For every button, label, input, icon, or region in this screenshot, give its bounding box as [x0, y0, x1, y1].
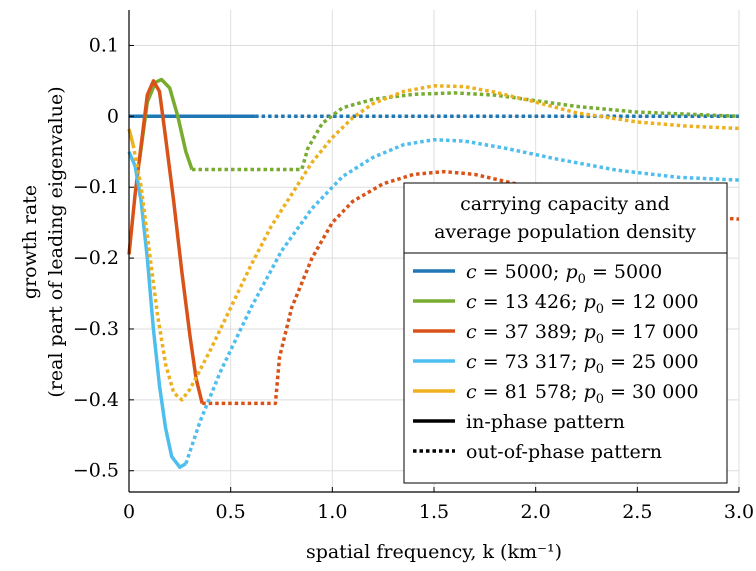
legend-entry-in-phase: in-phase pattern — [413, 411, 625, 433]
x-tick-label: 1.0 — [317, 501, 347, 523]
y-tick-label: −0.2 — [73, 247, 119, 269]
y-tick-label: −0.3 — [73, 318, 119, 340]
y-tick-label: −0.5 — [73, 460, 119, 482]
legend-label: c = 5000; p0 = 5000 — [466, 261, 662, 287]
y-tick-label: 0.1 — [89, 34, 119, 56]
y-tick-label: −0.4 — [73, 389, 119, 411]
legend-title-line2: average population density — [434, 221, 696, 243]
legend-box — [403, 182, 728, 484]
x-tick-label: 1.5 — [419, 501, 449, 523]
legend-entry-series-4: c = 73 317; p0 = 25 000 — [413, 351, 699, 377]
legend-entry-series-3: c = 37 389; p0 = 17 000 — [413, 321, 699, 347]
y-axis-label-line2: (real part of leading eigenvalue) — [45, 86, 67, 397]
series-2-in-phase-line — [137, 77, 194, 171]
legend-label: c = 81 578; p0 = 30 000 — [466, 381, 699, 407]
legend-title-line1: carrying capacity and — [460, 193, 670, 215]
legend-entry-out-of-phase: out-of-phase pattern — [413, 441, 662, 463]
legend-label: in-phase pattern — [466, 411, 625, 433]
y-axis-label-line1: growth rate — [19, 185, 41, 299]
y-tick-label: 0 — [107, 105, 119, 127]
series-5 — [127, 84, 740, 402]
x-tick-label: 3.0 — [724, 501, 754, 523]
x-tick-label: 0 — [123, 501, 135, 523]
legend-label: out-of-phase pattern — [466, 441, 662, 463]
tick-labels: 0 0.5 1.0 1.5 2.0 2.5 3.0 0.1 0 −0.1 −0.2 −0.3 −0.4 −… — [73, 34, 754, 523]
y-tick-label: −0.1 — [73, 176, 119, 198]
series-5-in-phase-line — [127, 128, 135, 146]
series-4-in-phase-line — [127, 151, 187, 469]
legend-entries: c = 5000; p0 = 5000 c = 13 426; p0 = 12 0… — [413, 261, 699, 463]
legend: carrying capacity and average population… — [403, 182, 728, 484]
legend-entry-series-1: c = 5000; p0 = 5000 — [413, 261, 662, 287]
x-tick-label: 2.5 — [622, 501, 652, 523]
legend-entry-series-5: c = 81 578; p0 = 30 000 — [413, 381, 699, 407]
series-4 — [127, 137, 740, 469]
series-5-out-of-phase-line — [131, 84, 740, 402]
x-tick-label: 0.5 — [216, 501, 246, 523]
series-2-out-of-phase-line — [192, 91, 740, 172]
series-2 — [137, 77, 740, 172]
legend-label: c = 13 426; p0 = 12 000 — [466, 291, 699, 317]
legend-label: c = 37 389; p0 = 17 000 — [466, 321, 699, 347]
legend-label: c = 73 317; p0 = 25 000 — [466, 351, 699, 377]
x-tick-label: 2.0 — [521, 501, 551, 523]
legend-entry-series-2: c = 13 426; p0 = 12 000 — [413, 291, 699, 317]
y-axis-label: growth rate (real part of leading eigenv… — [19, 86, 67, 397]
x-axis-label: spatial frequency, k (km⁻¹) — [306, 541, 562, 563]
series-3-in-phase-line — [127, 79, 204, 404]
